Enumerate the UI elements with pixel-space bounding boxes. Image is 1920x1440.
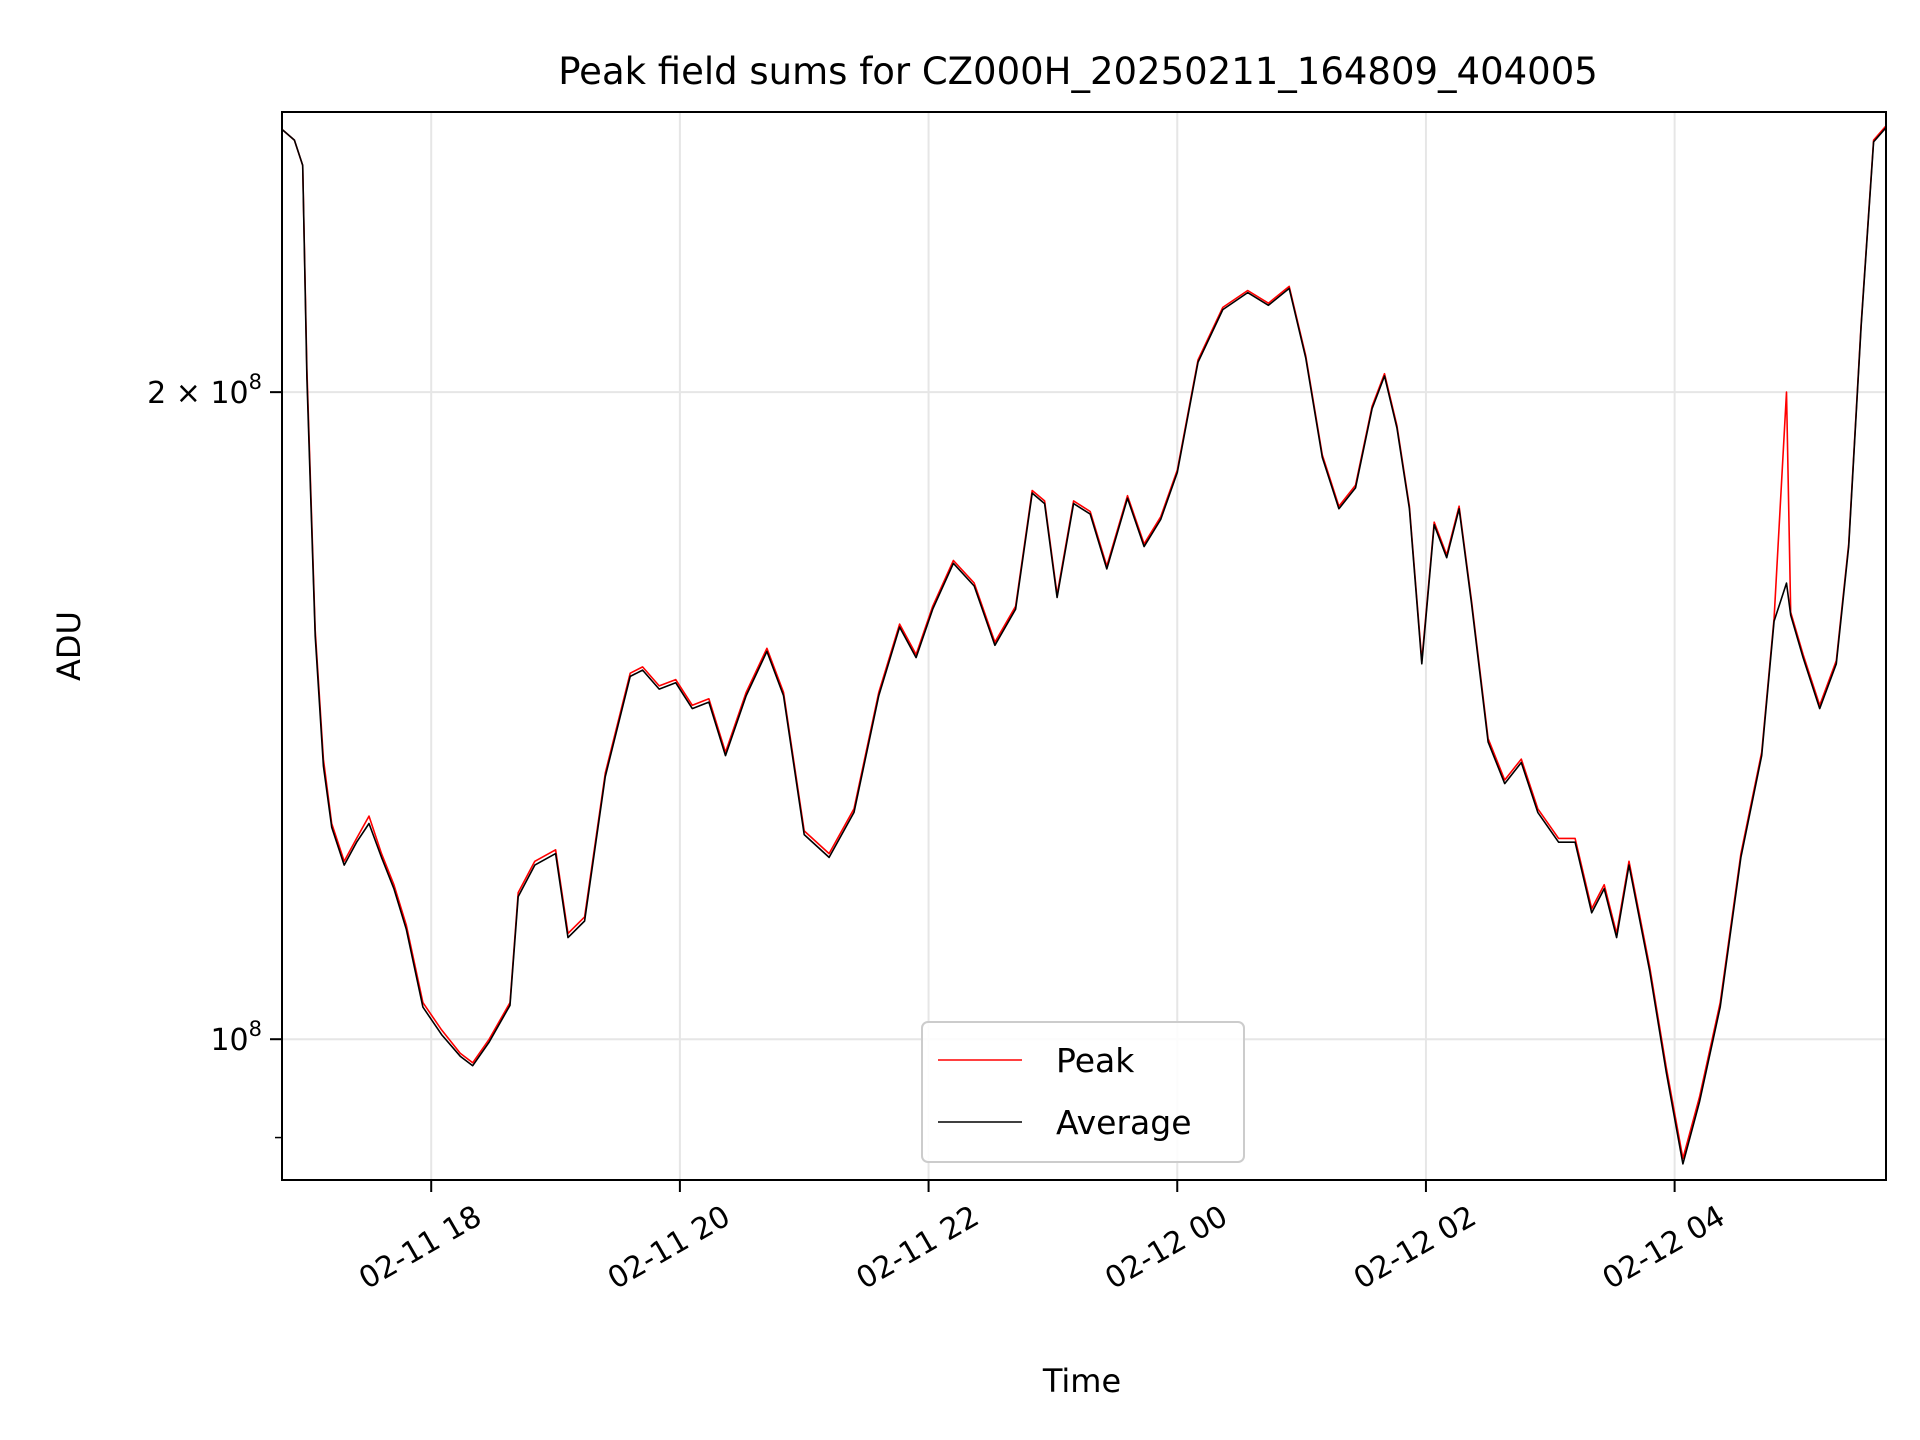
y-tick-exponent: 8 [249,1017,262,1041]
legend-label-average: Average [1056,1103,1192,1142]
legend-box [921,1021,1245,1163]
legend-label-peak: Peak [1056,1041,1135,1080]
plot-frame [281,111,1887,1181]
grid [282,112,1886,1180]
series-layer [281,125,1887,1165]
y-tick-label: 2 × 108 [147,370,262,411]
y-tick-base: 10 [210,1023,248,1058]
series-line-average [281,127,1887,1165]
legend: Peak Average [921,1021,1245,1163]
y-tick-coef: 2 × [147,376,210,411]
y-tick-base: 10 [210,376,248,411]
y-axis-label: ADU [50,611,88,681]
chart-title: Peak field sums for CZ000H_20250211_1648… [558,50,1598,93]
y-tick-label: 108 [210,1017,262,1058]
x-axis-label: Time [1042,1362,1121,1400]
y-tick-exponent: 8 [249,370,262,394]
